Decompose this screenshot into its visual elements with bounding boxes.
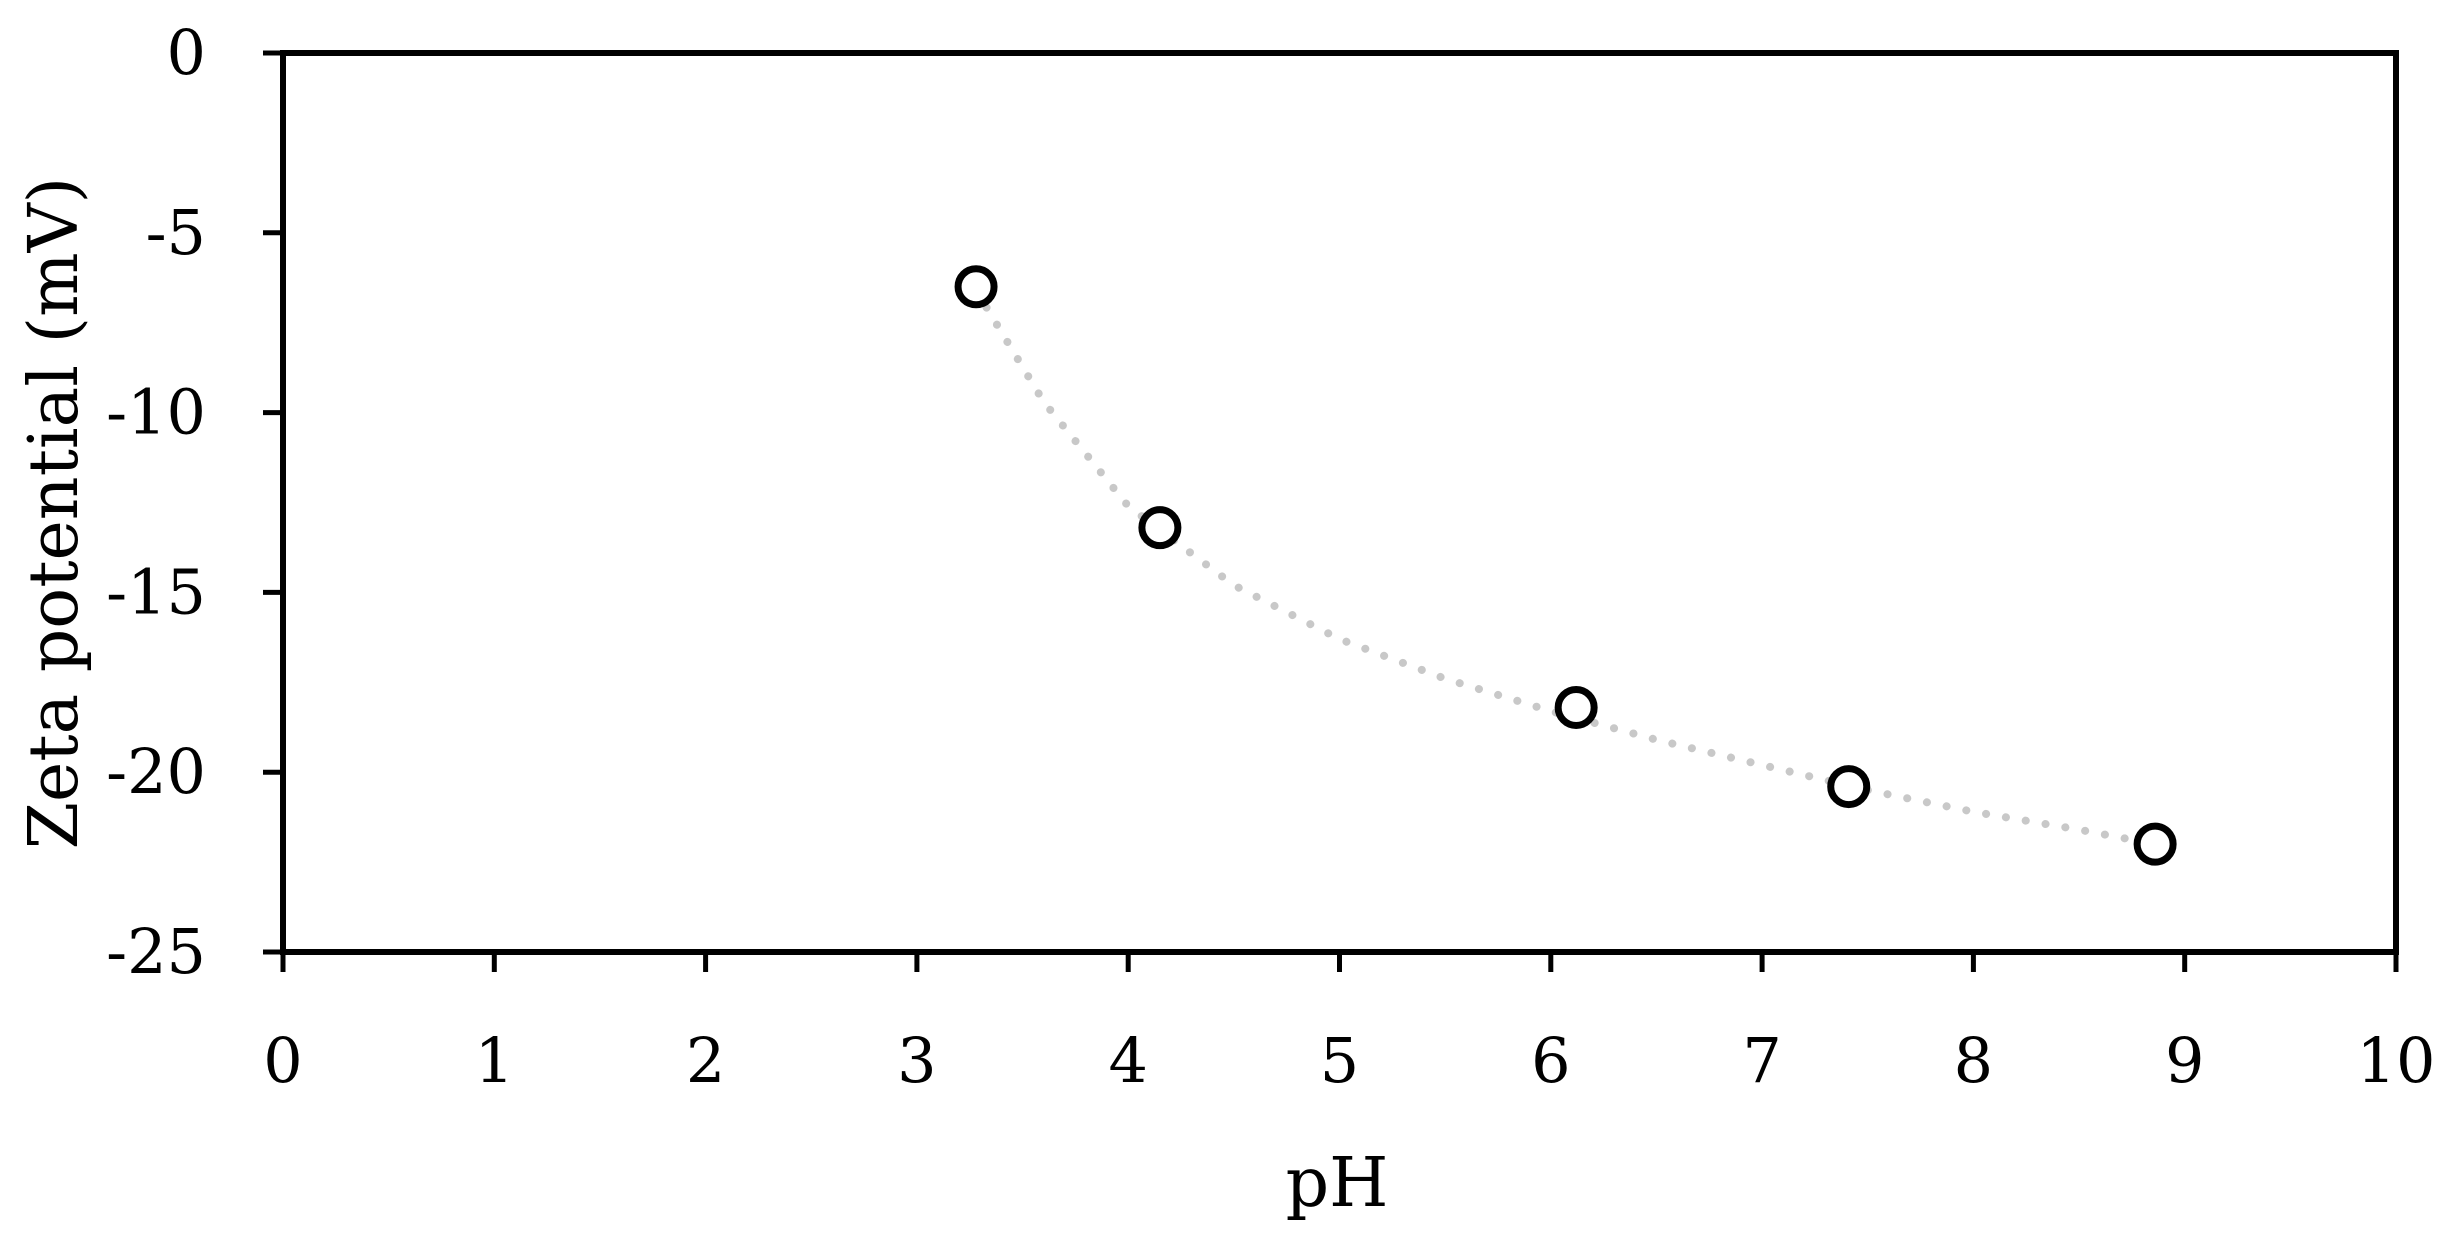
- x-tick-label: 8: [1954, 1024, 1993, 1097]
- plot-frame: [280, 50, 2399, 955]
- data-point: [2133, 822, 2177, 866]
- x-tick-label: 4: [1108, 1024, 1147, 1097]
- x-tick-label: 3: [897, 1024, 936, 1097]
- y-tick-label: 0: [167, 16, 206, 89]
- trendline-layer: [972, 286, 2160, 849]
- x-tick-label: 5: [1320, 1024, 1359, 1097]
- y-tick-label: -5: [146, 196, 206, 269]
- y-tick-label: -15: [106, 555, 206, 628]
- tick-layer: 0 1 2 3 4 5 6 7 8 9 10 0 -5 -10 -15 -20 -25: [106, 16, 2435, 1097]
- data-point: [954, 265, 998, 309]
- points-layer: [954, 265, 2177, 866]
- axes-layer: [280, 50, 2399, 955]
- data-point: [1827, 765, 1871, 809]
- x-tick-label: 6: [1531, 1024, 1570, 1097]
- y-tick-label: -20: [106, 735, 206, 808]
- x-tick-label: 0: [263, 1024, 302, 1097]
- x-tick-label: 2: [686, 1024, 725, 1097]
- x-tick-label: 9: [2165, 1024, 2204, 1097]
- data-point: [1138, 506, 1182, 550]
- x-axis-title: pH: [1286, 1144, 1389, 1223]
- x-tick-label: 10: [2357, 1024, 2436, 1097]
- trendline: [972, 286, 2160, 849]
- x-tick-label: 1: [475, 1024, 514, 1097]
- y-tick-label: -25: [106, 915, 206, 988]
- data-point: [1554, 685, 1598, 729]
- x-tick-label: 7: [1742, 1024, 1781, 1097]
- y-tick-label: -10: [106, 376, 206, 449]
- y-axis-title: Zeta potential (mV): [15, 177, 94, 849]
